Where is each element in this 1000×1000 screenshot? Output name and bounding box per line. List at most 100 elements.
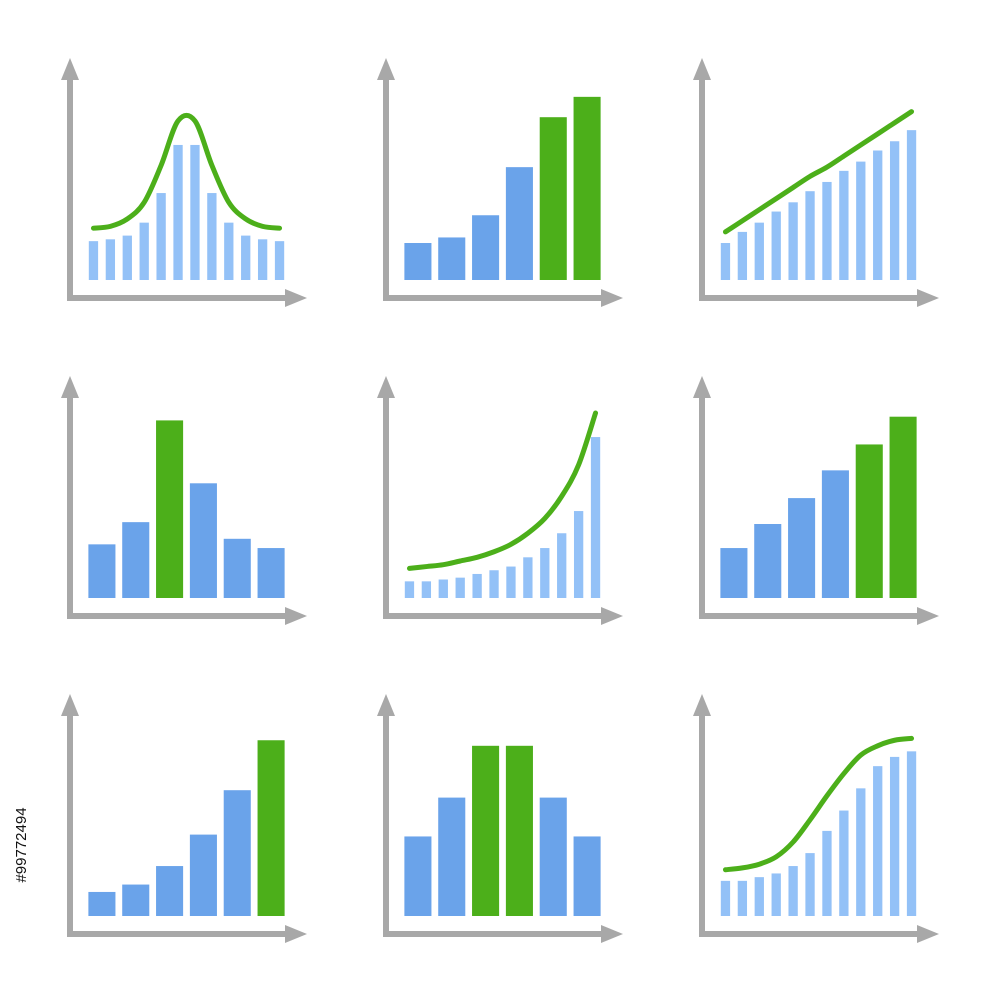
y-axis-arrow <box>693 376 711 398</box>
bar <box>856 161 866 280</box>
bar <box>404 836 432 916</box>
bar <box>754 222 764 280</box>
bar <box>573 96 601 280</box>
bar <box>438 237 466 280</box>
bar <box>839 810 849 916</box>
bar <box>505 167 533 280</box>
bar <box>257 239 268 280</box>
chart-icon <box>377 58 623 307</box>
y-axis-arrow <box>377 58 395 80</box>
trend-line <box>90 112 283 231</box>
bar <box>788 202 798 280</box>
y-axis-arrow <box>377 694 395 716</box>
bar <box>523 557 533 598</box>
bar <box>788 866 798 916</box>
bar <box>573 836 601 916</box>
x-axis-arrow <box>601 925 623 943</box>
bar <box>822 830 832 916</box>
bar <box>906 751 917 916</box>
bar <box>241 235 251 280</box>
bar <box>737 880 748 916</box>
bar <box>754 524 782 598</box>
x-axis-arrow <box>917 289 939 307</box>
bar <box>156 420 184 598</box>
bar <box>257 548 285 598</box>
y-axis-arrow <box>61 58 79 80</box>
stock-id: #99772494 <box>13 807 30 882</box>
bar <box>873 766 883 916</box>
bar <box>438 797 466 916</box>
trend-line <box>722 109 915 235</box>
chart-icon <box>377 694 623 943</box>
chart-icon <box>61 376 307 625</box>
bar <box>889 141 900 280</box>
bar <box>88 544 116 598</box>
bar <box>839 170 849 280</box>
bar <box>737 231 748 280</box>
bar <box>889 416 917 598</box>
chart-icon <box>693 376 939 625</box>
bar <box>207 193 217 280</box>
bar <box>506 566 516 598</box>
chart-icon <box>377 376 623 625</box>
bar <box>257 740 285 916</box>
bar <box>590 437 601 598</box>
bar <box>720 548 748 598</box>
bar <box>720 243 731 280</box>
bar <box>189 834 217 916</box>
bar <box>788 498 816 598</box>
bar <box>404 581 415 598</box>
y-axis-arrow <box>61 694 79 716</box>
x-axis-arrow <box>285 925 307 943</box>
chart-icon <box>61 58 307 307</box>
trend-line <box>722 735 915 873</box>
bar <box>805 853 815 916</box>
y-axis-arrow <box>693 58 711 80</box>
bar <box>223 790 251 916</box>
bar <box>505 745 533 916</box>
y-axis-arrow <box>61 376 79 398</box>
bar <box>472 573 482 598</box>
bar <box>805 191 815 280</box>
bar <box>856 788 866 916</box>
bar <box>274 241 285 280</box>
bar <box>539 797 567 916</box>
bar <box>122 235 132 280</box>
bar <box>573 511 584 598</box>
bar <box>754 877 764 916</box>
bar <box>821 470 849 598</box>
bar <box>105 239 116 280</box>
chart-icon <box>693 694 939 943</box>
bar <box>190 144 200 280</box>
x-axis-arrow <box>601 289 623 307</box>
chart-icon <box>693 58 939 307</box>
bar <box>539 117 567 280</box>
bar <box>139 222 149 280</box>
bar <box>223 538 251 598</box>
bar <box>489 570 499 598</box>
bar <box>557 533 567 598</box>
bar <box>873 150 883 280</box>
bar <box>224 222 234 280</box>
bar <box>455 577 465 598</box>
x-axis-arrow <box>917 925 939 943</box>
bar <box>156 193 166 280</box>
bar <box>404 243 432 280</box>
bar <box>540 548 550 598</box>
bar <box>771 873 781 916</box>
bar <box>156 866 184 916</box>
bar <box>88 891 116 916</box>
bar <box>122 522 150 598</box>
y-axis-arrow <box>377 376 395 398</box>
bar <box>189 483 217 598</box>
bar <box>173 144 183 280</box>
bar <box>855 444 883 598</box>
x-axis-arrow <box>601 607 623 625</box>
bar <box>822 181 832 280</box>
x-axis-arrow <box>285 607 307 625</box>
bar <box>472 215 500 280</box>
bar <box>472 745 500 916</box>
bar <box>421 581 432 598</box>
